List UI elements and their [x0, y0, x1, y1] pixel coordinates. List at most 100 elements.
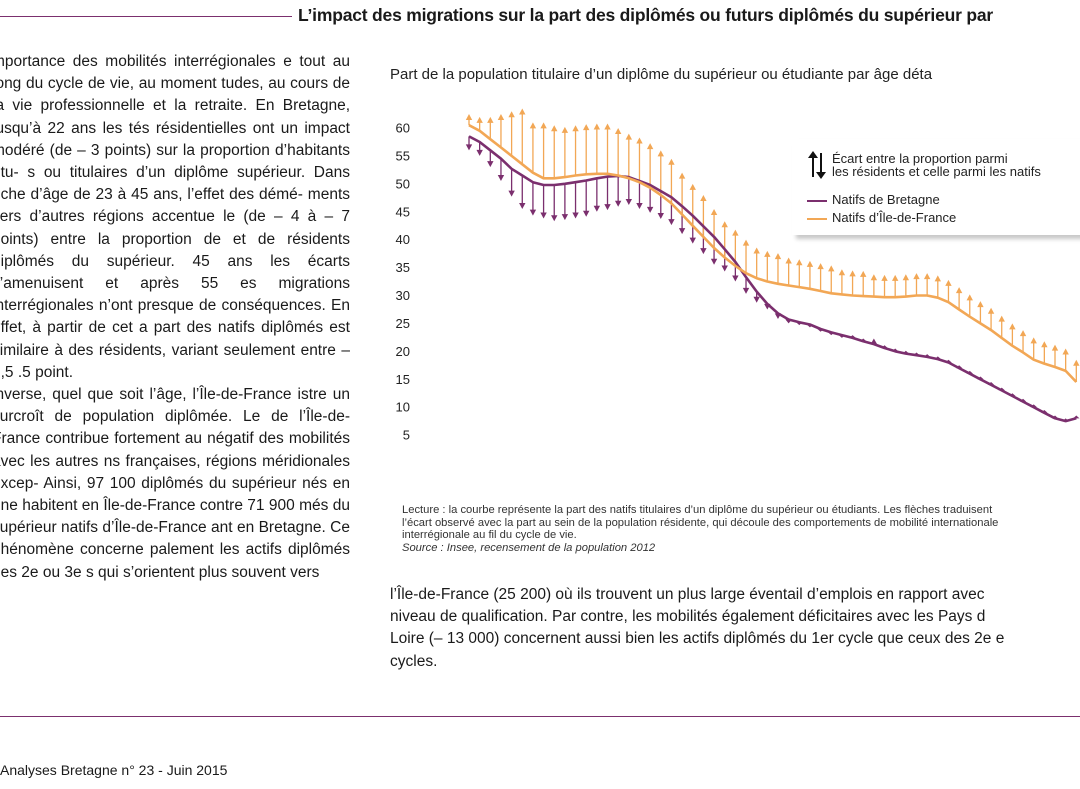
title-rule	[0, 16, 292, 17]
legend-gap-line1: Écart entre la proportion parmi	[832, 151, 1008, 166]
footer: Analyses Bretagne n° 23 - Juin 2015	[0, 762, 228, 778]
gap-arrow-head	[583, 124, 590, 131]
gap-arrow-head	[519, 108, 526, 115]
gap-arrow-head	[998, 315, 1005, 322]
gap-arrow-head	[561, 214, 569, 221]
gap-arrow-head	[913, 273, 920, 280]
gap-arrow-head	[476, 116, 483, 123]
reading-line-2: l’écart observé avec la part au sein de …	[402, 516, 999, 529]
series-lines	[468, 124, 1078, 423]
y-tick-label: 60	[396, 121, 410, 136]
gap-arrow-head	[902, 274, 910, 281]
gap-arrow-head	[796, 259, 803, 266]
gap-arrow-head	[487, 161, 494, 168]
y-tick-label: 10	[396, 400, 410, 415]
gap-arrow-head	[572, 212, 579, 219]
legend-gap-line2: les résidents et celle parmi les natifs	[832, 164, 1041, 179]
gap-arrow-head	[987, 307, 995, 314]
gap-arrow-head	[817, 263, 824, 270]
gap-arrow-head	[1062, 348, 1069, 355]
gap-arrow-head	[966, 294, 973, 301]
gap-arrow-head	[732, 229, 739, 236]
gap-arrow-head	[668, 158, 675, 165]
legend-gap-label: Écart entre la proportion parmi les rési…	[832, 152, 1041, 178]
gap-arrow-head	[1051, 344, 1059, 351]
gap-arrow-head	[593, 205, 601, 212]
y-tick-label: 15	[396, 372, 410, 387]
gap-arrow-head	[540, 122, 547, 129]
y-tick-label: 25	[396, 316, 410, 331]
gap-arrow-head	[1073, 359, 1080, 366]
legend-label-idf: Natifs d’Île-de-France	[832, 210, 957, 225]
gap-arrow-head	[891, 274, 899, 281]
gap-arrow-head	[529, 209, 537, 216]
gap-arrow-head	[551, 215, 558, 222]
gap-arrow-head	[742, 239, 750, 246]
y-axis: 0 5 10 15 20 25 30 35 40 45 50 55 60	[396, 121, 410, 459]
right-line-1: l’Île-de-France (25 200) où ils trouvent…	[390, 586, 985, 603]
source-note: Source : Insee, recensement de la popula…	[402, 541, 656, 554]
left-paragraph-2: inverse, quel que soit l’âge, l’Île-de-F…	[0, 386, 350, 581]
gap-arrow-head	[700, 248, 707, 255]
gap-arrow-head	[519, 202, 526, 209]
gap-arrow-head	[1030, 337, 1037, 344]
gap-arrow-head	[593, 123, 601, 130]
bottom-rule	[0, 716, 1080, 717]
y-tick-label: 50	[396, 176, 410, 191]
reading-line-3: interrégionale au fil du cycle de vie.	[402, 529, 577, 542]
gap-arrow-head	[753, 296, 760, 303]
gap-arrow-head	[678, 172, 686, 179]
y-tick-label: 20	[396, 344, 410, 359]
gap-arrow-head	[806, 260, 814, 267]
gap-arrow-head	[1041, 341, 1048, 348]
gap-arrow-head	[657, 150, 664, 157]
y-tick-label: 35	[396, 260, 410, 275]
reading-line-1: Lecture : la courbe représente la part d…	[402, 504, 993, 516]
gap-arrow-head	[742, 287, 750, 294]
gap-arrow-head	[614, 128, 622, 134]
gap-arrow-head	[646, 143, 654, 150]
gap-arrow-head	[678, 228, 686, 235]
gap-arrow-head	[476, 149, 483, 156]
gap-arrow-head	[646, 206, 654, 213]
chart: 051015202530354045505560 202530354045505…	[396, 108, 1080, 459]
gap-arrow-head	[785, 257, 792, 264]
gap-arrow-head	[870, 274, 878, 281]
legend	[792, 139, 1080, 235]
gap-arrow-head	[923, 273, 931, 280]
gap-arrow-head	[636, 202, 643, 209]
gap-arrow-head	[945, 279, 952, 286]
gap-arrow-head	[465, 114, 473, 121]
gap-arrow-icon	[808, 151, 826, 179]
legend-label-bretagne: Natifs de Bretagne	[832, 192, 940, 207]
chart-title: Part de la population titulaire d’un dip…	[390, 66, 933, 83]
gap-arrow-head	[689, 183, 696, 190]
gap-arrow-head	[625, 199, 633, 206]
gap-arrow-head	[668, 219, 675, 226]
left-column-text: mportance des mobilités interrégionales …	[0, 51, 350, 584]
series-line-idf	[468, 124, 1078, 383]
right-line-2: niveau de qualification. Par contre, les…	[390, 608, 986, 626]
gap-arrow-head	[540, 212, 547, 219]
gap-arrow-head	[764, 250, 771, 257]
gap-arrow-head	[721, 265, 728, 272]
gap-arrow-head	[551, 125, 558, 132]
gap-arrow-head	[860, 270, 867, 277]
gap-arrow-head	[572, 125, 579, 132]
gap-arrow-head	[497, 175, 505, 182]
gap-arrow-head	[838, 269, 846, 276]
gap-arrow-head	[700, 195, 707, 201]
gap-arrow-head	[881, 274, 888, 281]
gap-arrow-head	[614, 200, 622, 207]
gap-arrow-head	[465, 144, 473, 151]
gap-arrows	[465, 108, 1080, 422]
gap-arrow-head	[849, 270, 856, 277]
gap-arrow-head	[625, 133, 633, 140]
y-tick-label: 0	[403, 456, 410, 459]
y-tick-label: 5	[403, 428, 410, 443]
gap-arrow-head	[508, 190, 515, 197]
gap-arrow-head	[529, 122, 537, 129]
section-title: L’impact des migrations sur la part des …	[298, 5, 994, 25]
legend-swatch-idf	[807, 218, 827, 220]
gap-arrow-head	[828, 265, 835, 272]
